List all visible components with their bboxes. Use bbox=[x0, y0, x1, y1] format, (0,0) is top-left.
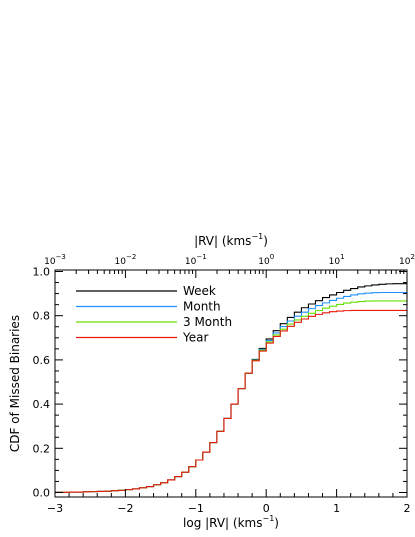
y-tick-label: 0.6 bbox=[33, 354, 51, 367]
top-axis-title-close: ) bbox=[263, 234, 268, 248]
top-tick-label: 101 bbox=[329, 253, 345, 267]
top-tick-label: 100 bbox=[258, 253, 274, 267]
x-tick-label: 1 bbox=[333, 502, 340, 515]
y-tick-label: 1.0 bbox=[33, 266, 51, 279]
y-tick-label: 0.4 bbox=[33, 398, 51, 411]
series-line-year bbox=[55, 309, 407, 493]
top-tick-label: 10−1 bbox=[185, 253, 207, 267]
series-line-3-month bbox=[55, 300, 407, 493]
x-axis-title-sup: −1 bbox=[263, 514, 275, 523]
legend-label: Week bbox=[183, 284, 216, 298]
legend-label: Year bbox=[182, 331, 208, 345]
series-layer bbox=[55, 283, 407, 493]
y-tick-label: 0.2 bbox=[33, 442, 51, 455]
y-axis-title: CDF of Missed Binaries bbox=[8, 315, 22, 452]
x-axis-title-close: ) bbox=[274, 516, 279, 530]
top-tick-label: 102 bbox=[399, 253, 415, 267]
x-tick-label: −3 bbox=[47, 502, 63, 515]
top-axis-title-sup: −1 bbox=[251, 232, 263, 241]
legend-label: Month bbox=[183, 300, 221, 314]
plot-frame bbox=[54, 269, 408, 498]
top-axis-title-main: |RV| (kms bbox=[194, 234, 251, 248]
x-tick-label: −2 bbox=[117, 502, 133, 515]
x-tick-label: 2 bbox=[404, 502, 411, 515]
tick-layer: −3 −2 −1 0 1 2 10−3 10−2 10−1 100 101 102 0.0 0.2 0.4 0… bbox=[33, 253, 415, 515]
legend-label: 3 Month bbox=[183, 315, 232, 329]
top-tick-label: 10−2 bbox=[115, 253, 137, 267]
x-tick-label: −1 bbox=[188, 502, 204, 515]
x-tick-label: 0 bbox=[263, 502, 270, 515]
x-axis-title-main: log |RV| (kms bbox=[183, 516, 262, 530]
top-axis-title: |RV| (kms−1) bbox=[194, 232, 268, 248]
y-tick-label: 0.8 bbox=[33, 310, 51, 323]
top-tick-label: 10−3 bbox=[44, 253, 66, 267]
x-axis-title: log |RV| (kms−1) bbox=[183, 514, 279, 530]
y-tick-label: 0.0 bbox=[33, 487, 51, 500]
